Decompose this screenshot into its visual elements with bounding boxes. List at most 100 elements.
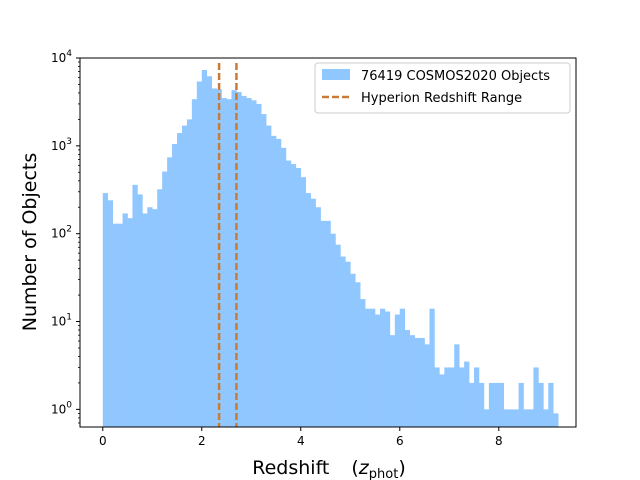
histogram-bar bbox=[444, 367, 450, 427]
histogram-bar bbox=[523, 409, 529, 427]
histogram-bar bbox=[375, 314, 381, 427]
histogram-bar bbox=[117, 223, 123, 427]
histogram-bar bbox=[409, 335, 415, 427]
histogram-bar bbox=[320, 220, 326, 427]
histogram-bar bbox=[459, 367, 465, 427]
histogram-bar bbox=[543, 409, 549, 427]
x-tick-label: 8 bbox=[495, 434, 503, 448]
histogram-bar bbox=[266, 125, 272, 427]
histogram-bar bbox=[439, 374, 445, 427]
histogram-bar bbox=[330, 233, 336, 427]
histogram-bar bbox=[548, 382, 554, 427]
histogram-bar bbox=[181, 125, 188, 427]
x-axis-label-subscript: phot bbox=[369, 467, 399, 480]
y-axis-label: Number of Objects bbox=[19, 153, 41, 332]
histogram-bar bbox=[162, 171, 168, 427]
histogram-bar bbox=[355, 282, 361, 427]
histogram-bar bbox=[256, 103, 262, 428]
histogram-bar bbox=[147, 207, 153, 427]
histogram-bar bbox=[112, 223, 118, 427]
y-tick-label: 102 bbox=[51, 225, 72, 241]
x-tick-label: 6 bbox=[396, 434, 404, 448]
histogram-bar bbox=[226, 99, 232, 427]
histogram-bar bbox=[186, 119, 193, 428]
histogram-bar bbox=[503, 409, 509, 427]
histogram-bar bbox=[107, 200, 113, 427]
histogram-bar bbox=[172, 143, 178, 428]
histogram-bar bbox=[251, 100, 257, 428]
histogram-bar bbox=[360, 299, 366, 427]
legend-swatch-histogram bbox=[322, 69, 350, 80]
histogram-bar bbox=[528, 409, 534, 427]
histogram-bar bbox=[434, 367, 440, 427]
histogram-bar bbox=[498, 382, 505, 427]
histogram-bar bbox=[132, 184, 138, 427]
histogram-bar bbox=[365, 308, 371, 427]
x-axis-label-text: Redshift bbox=[252, 457, 329, 479]
histogram-bar bbox=[221, 98, 227, 428]
x-tick-label: 0 bbox=[99, 434, 107, 448]
x-tick-label: 4 bbox=[297, 434, 305, 448]
histogram-bars bbox=[102, 70, 559, 428]
histogram-bar bbox=[201, 70, 208, 427]
histogram-bar bbox=[404, 330, 410, 427]
legend: 76419 COSMOS2020 Objects Hyperion Redshi… bbox=[314, 62, 571, 114]
histogram-bar bbox=[261, 114, 267, 427]
histogram-bar bbox=[389, 335, 396, 427]
histogram-bar bbox=[127, 218, 133, 427]
histogram-bar bbox=[271, 135, 277, 427]
histogram-bar bbox=[137, 194, 143, 427]
histogram-bar bbox=[553, 413, 559, 427]
histogram-bar bbox=[493, 382, 500, 427]
y-tick-label: 101 bbox=[51, 313, 72, 329]
histogram-bar bbox=[449, 367, 455, 427]
histogram-bar bbox=[394, 314, 401, 427]
histogram-bar bbox=[310, 198, 316, 427]
histogram-bar bbox=[345, 261, 351, 427]
histogram-bar bbox=[325, 220, 331, 427]
histogram-bar bbox=[191, 99, 198, 427]
histogram-bar bbox=[206, 76, 212, 428]
histogram-bar bbox=[300, 177, 307, 427]
legend-label-histogram: 76419 COSMOS2020 Objects bbox=[361, 69, 550, 84]
histogram-bar bbox=[315, 207, 321, 427]
histogram-bar bbox=[157, 189, 163, 427]
histogram-bar bbox=[488, 382, 495, 427]
histogram-bar bbox=[474, 367, 480, 427]
histogram-bar bbox=[305, 193, 311, 427]
y-axis-ticks: 100 101 102 103 104 bbox=[51, 49, 80, 424]
histogram-bar bbox=[290, 164, 297, 427]
histogram-bar bbox=[102, 193, 109, 427]
histogram-bar bbox=[424, 344, 430, 427]
histogram-bar bbox=[246, 98, 252, 428]
y-tick-label: 100 bbox=[51, 400, 72, 416]
histogram-bar bbox=[276, 138, 282, 427]
x-axis-ticks: 0 2 4 6 8 bbox=[99, 427, 503, 448]
histogram-bar bbox=[384, 311, 391, 427]
histogram-bar bbox=[142, 213, 148, 427]
y-tick-label: 103 bbox=[51, 137, 72, 153]
histogram-bar bbox=[295, 167, 302, 427]
histogram-bar bbox=[399, 308, 406, 427]
x-axis-label-symbol: z bbox=[358, 457, 370, 479]
histogram-bar bbox=[533, 367, 539, 427]
legend-label-hyperion: Hyperion Redshift Range bbox=[361, 91, 522, 106]
histogram-bar bbox=[177, 133, 183, 427]
x-tick-label: 2 bbox=[198, 434, 206, 448]
histogram-bar bbox=[478, 382, 485, 427]
histogram-bar bbox=[379, 308, 386, 427]
histogram-bar bbox=[152, 209, 158, 427]
histogram-bar bbox=[211, 88, 217, 428]
histogram-bar bbox=[350, 273, 356, 427]
histogram-bar bbox=[429, 308, 435, 427]
histogram-bar bbox=[464, 361, 470, 427]
histogram-bar bbox=[241, 95, 247, 428]
histogram-bar bbox=[454, 344, 460, 427]
legend-frame bbox=[314, 62, 571, 114]
histogram-bar bbox=[513, 409, 519, 427]
x-axis-label: Redshift (zphot) bbox=[252, 457, 406, 480]
histogram-bar bbox=[335, 244, 341, 427]
hyperion-lines bbox=[217, 63, 238, 427]
histogram-bar bbox=[419, 337, 425, 427]
